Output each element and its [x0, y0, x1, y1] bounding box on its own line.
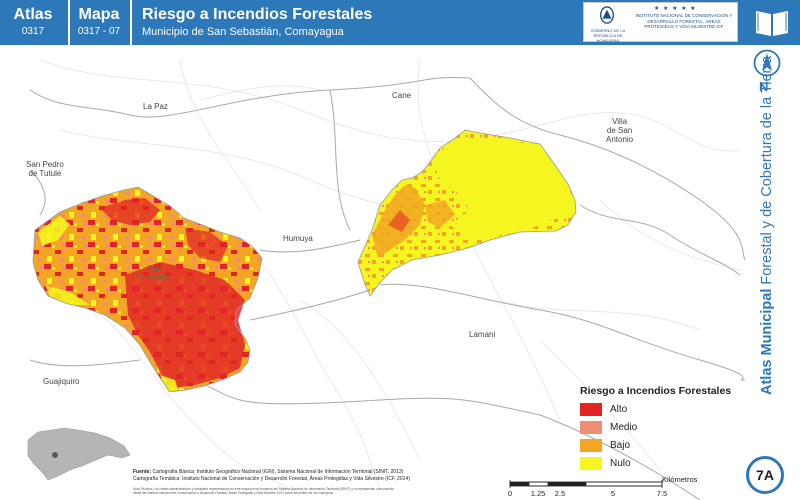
north-label: N	[759, 79, 769, 94]
place-guajiquiro: Guajiquiro	[43, 377, 80, 386]
north-arrow-icon	[753, 49, 781, 77]
place-villa-line1: Villa	[612, 117, 628, 126]
fuente-label: Fuente:	[133, 469, 152, 475]
honduras-inset-map	[27, 427, 131, 481]
icf-logo-text: INSTITUTO NACIONAL DE CONSERVACIÓN Y DES…	[635, 13, 733, 29]
atlas-code: 0317	[21, 26, 45, 37]
place-sp-line1: San Pedro	[26, 160, 64, 169]
legend-title: Riesgo a Incendios Forestales	[580, 385, 732, 397]
place-san-pedro-de-tutule: San Pedro de Tutule	[26, 160, 64, 178]
mapa-label: Mapa	[78, 6, 120, 23]
map-subtitle: Municipio de San Sebastián, Comayagua	[142, 26, 344, 38]
header-bar: Atlas 0317 Mapa 0317 - 07 Riesgo a Incen…	[0, 0, 800, 45]
legend-item-alto: Alto	[580, 401, 731, 417]
legend-label-alto: Alto	[610, 403, 628, 415]
map-canvas	[27, 59, 745, 500]
mapa-code: 0317 - 07	[77, 26, 121, 37]
right-sidebar: N Atlas Municipal Forestal y de Cobertur…	[745, 45, 800, 500]
mapa-block: Mapa 0317 - 07	[68, 0, 128, 45]
legend-swatch-alto	[580, 402, 602, 416]
sources-block: Fuente: Cartografía Básica: Instituto Ge…	[133, 469, 503, 482]
legend-item-medio: Medio	[580, 419, 731, 435]
scale-tick-2: 2.5	[554, 489, 566, 498]
san-sebastian-polygon	[32, 186, 263, 393]
place-villa-line2: de San	[606, 126, 633, 135]
legend-item-bajo: Bajo	[580, 437, 731, 453]
honduras-crest-icon	[600, 6, 614, 24]
scale-tick-0: 0	[507, 489, 513, 498]
place-la-paz: La Paz	[143, 102, 168, 111]
legend-swatch-bajo	[580, 438, 602, 452]
vertical-title-rest: Forestal y de Cobertura de la Tierra	[759, 55, 775, 289]
legend-item-nulo: Nulo	[580, 455, 731, 471]
map-code-badge: 7A	[746, 456, 784, 494]
legend-label-bajo: Bajo	[610, 439, 631, 451]
place-villa-de-san-antonio: Villa de San Antonio	[606, 117, 633, 144]
government-logo-text: GOBIERNO DE LA REPÚBLICA DE HONDURAS	[590, 28, 626, 43]
technical-note: Nota Técnica: Los límites administrativo…	[133, 487, 395, 495]
vertical-title-bold: Atlas Municipal	[759, 288, 775, 395]
legend-swatch-nulo	[580, 456, 602, 470]
stars-icon: ★ ★ ★ ★ ★	[654, 6, 697, 12]
place-cane: Cane	[392, 91, 412, 100]
eastern-polygon	[357, 129, 577, 297]
vertical-atlas-title: Atlas Municipal Forestal y de Cobertura …	[747, 35, 787, 395]
legend-label-medio: Medio	[610, 421, 638, 433]
fuente-line1: Cartografía Básica: Instituto Geográfico…	[152, 469, 404, 475]
scale-bar: Kilómetros 0 1.25 2.5 5 7.5	[506, 475, 698, 498]
scale-tick-3: 5	[610, 489, 616, 498]
place-lamani: Lamani	[469, 330, 496, 339]
municipal-borders	[29, 76, 745, 500]
institution-logos: GOBIERNO DE LA REPÚBLICA DE HONDURAS ★ ★…	[583, 2, 738, 43]
scale-tick-4: 7.5	[656, 489, 668, 498]
map-title: Riesgo a Incendios Forestales	[142, 6, 373, 23]
place-humuya: Humuya	[283, 234, 313, 243]
fuente-line2: Cartografía Temática: Instituto Nacional…	[133, 475, 410, 482]
atlas-block: Atlas 0317	[0, 0, 66, 45]
place-san-sebastian: San Sebastián	[137, 264, 173, 282]
legend-label-nulo: Nulo	[610, 457, 631, 469]
place-ss-line1: San	[147, 264, 162, 273]
legend-swatch-medio	[580, 420, 602, 434]
atlas-label: Atlas	[13, 6, 53, 23]
title-block: Riesgo a Incendios Forestales Municipio …	[130, 0, 570, 45]
place-sp-line2: de Tutule	[28, 169, 62, 178]
place-villa-line3: Antonio	[606, 135, 634, 144]
map-legend: Riesgo a Incendios Forestales Alto Medio…	[580, 385, 731, 471]
open-book-icon	[756, 11, 788, 36]
scale-bar-graphic	[509, 480, 663, 488]
scale-tick-1: 1.25	[530, 489, 546, 498]
place-ss-line2: Sebastián	[137, 273, 173, 282]
scale-unit: Kilómetros	[662, 475, 698, 484]
